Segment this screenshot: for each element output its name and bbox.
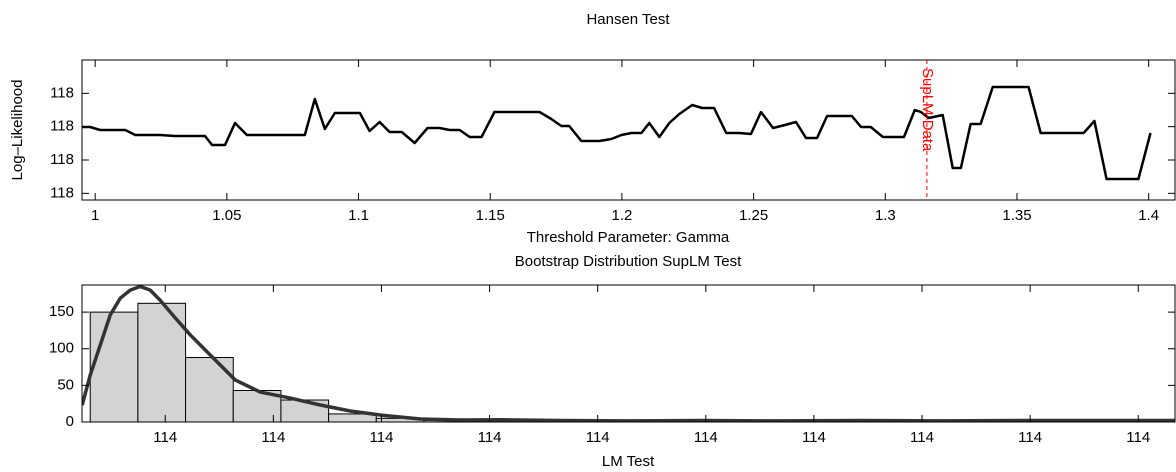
x-tick-label: 1.25 xyxy=(739,207,768,224)
histogram-bar xyxy=(280,399,330,422)
axes-frame xyxy=(81,59,1176,201)
y-tick-label: 118 xyxy=(50,184,74,201)
x-tick-label: 114 xyxy=(261,429,285,446)
y-tick-label: 118 xyxy=(50,84,74,101)
x-tick-label: 114 xyxy=(1018,429,1042,446)
x-axis-label: Threshold Parameter: Gamma xyxy=(527,229,730,246)
y-axis-label: Log–Likelihood xyxy=(9,80,26,181)
x-tick-label: 114 xyxy=(370,429,394,446)
x-tick-label: 114 xyxy=(910,429,934,446)
x-tick-label: 1.3 xyxy=(875,207,896,224)
x-tick-label: 1.2 xyxy=(611,207,632,224)
x-tick-label: 114 xyxy=(802,429,826,446)
x-tick-label: 1 xyxy=(91,207,99,224)
histogram-bar xyxy=(185,357,234,422)
chart-title: Bootstrap Distribution SupLM Test xyxy=(515,253,742,270)
y-tick-label: 118 xyxy=(50,151,74,168)
x-tick-label: 114 xyxy=(478,429,502,446)
annotation-text: SupLM Data xyxy=(919,68,936,152)
y-tick-label: 150 xyxy=(49,303,74,320)
x-tick-label: 1.35 xyxy=(1002,207,1031,224)
data-line xyxy=(82,85,1152,181)
histogram-bar xyxy=(89,311,139,422)
y-tick-label: 0 xyxy=(66,413,74,430)
x-tick-label: 114 xyxy=(586,429,610,446)
x-tick-label: 114 xyxy=(694,429,718,446)
y-tick-label: 50 xyxy=(57,376,74,393)
x-axis-label: LM Test xyxy=(602,453,655,470)
x-tick-label: 114 xyxy=(153,429,177,446)
y-tick-label: 100 xyxy=(49,340,74,357)
x-tick-label: 1.4 xyxy=(1138,207,1159,224)
density-curve xyxy=(82,285,1175,422)
chart-title: Hansen Test xyxy=(586,11,670,28)
x-tick-label: 1.15 xyxy=(476,207,505,224)
y-tick-label: 118 xyxy=(50,118,74,135)
x-tick-label: 114 xyxy=(1126,429,1150,446)
axes-frame xyxy=(81,284,1176,423)
x-tick-label: 1.1 xyxy=(348,207,369,224)
x-tick-label: 1.05 xyxy=(212,207,241,224)
